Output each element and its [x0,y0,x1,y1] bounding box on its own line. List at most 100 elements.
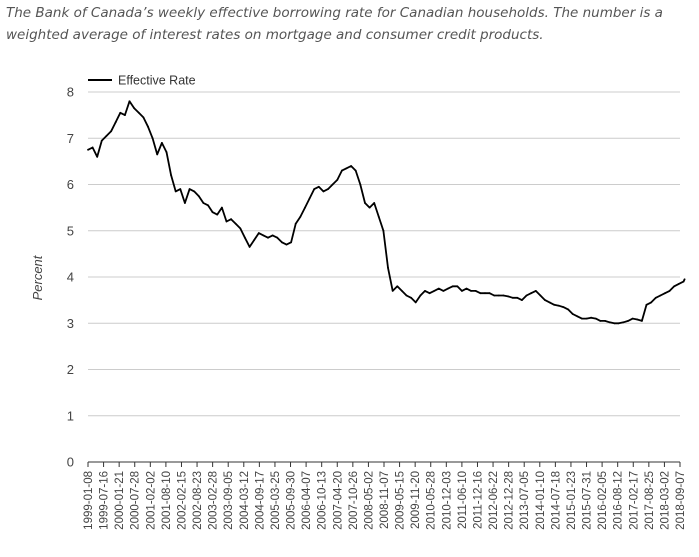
data-point [428,292,431,295]
data-point [387,266,389,269]
data-point [308,197,311,200]
data-point [174,190,177,193]
x-tick-label: 2014-01-10 [535,471,547,530]
x-tick-label: 2000-01-21 [114,471,126,530]
data-point [304,206,306,209]
data-point [271,234,274,237]
data-point [391,290,394,292]
data-point [456,285,459,288]
x-tick-label: 2010-05-28 [426,471,438,530]
data-point [613,322,616,325]
x-tick-label: 2015-01-23 [566,471,578,530]
chart-caption: The Bank of Canada’s weekly effective bo… [6,5,663,43]
data-point [419,294,422,297]
x-tick-label: 2012-06-22 [488,471,500,530]
data-point [650,301,653,304]
data-point [368,206,371,209]
x-tick-label: 2003-09-05 [223,471,235,530]
data-point [114,121,117,123]
legend: Effective Rate [88,74,196,88]
data-point [267,236,269,239]
x-tick-label: 2018-03-02 [659,471,671,530]
data-point [539,294,542,297]
data-point [345,167,348,170]
data-point [465,287,468,290]
data-point [202,202,205,204]
data-point [179,188,182,191]
data-point [502,294,505,297]
x-tick-label: 2000-07-28 [130,471,142,530]
data-point [461,290,463,292]
data-point [382,229,385,232]
data-point [294,222,297,225]
data-point [253,239,256,241]
x-tick-label: 2017-02-17 [628,471,640,530]
data-point [133,107,136,110]
series-group [87,100,686,325]
data-point [377,216,380,218]
x-tick-label: 2007-10-26 [348,471,360,530]
data-point [442,290,445,292]
data-point [161,142,163,144]
data-point [147,125,149,128]
x-tick-label: 2009-05-15 [395,471,407,530]
x-tick-label: 2005-09-30 [286,471,298,530]
data-point [142,116,145,119]
data-point [211,211,214,214]
data-point [165,151,168,154]
data-point [622,321,625,324]
data-point [590,316,592,319]
data-point [548,301,551,304]
data-point [544,299,546,301]
data-point [322,190,325,193]
data-point [327,188,329,191]
data-point [488,292,491,295]
data-point [507,295,509,298]
data-point [239,227,242,230]
data-point [516,296,519,299]
x-tick-label: 2002-02-15 [176,471,188,530]
y-axis-ticks: 0 1 2 3 4 5 6 7 8 [67,85,74,470]
y-tick-label: 8 [67,85,74,100]
x-tick-label: 2013-07-05 [519,471,531,530]
data-point [447,287,449,290]
legend-label: Effective Rate [118,74,196,88]
data-point [636,318,639,321]
data-point [659,294,662,297]
x-tick-label: 2012-12-28 [504,471,516,530]
data-point [683,278,686,281]
data-point [470,290,472,292]
data-point [364,202,366,204]
x-tick-label: 2016-02-05 [597,471,609,530]
x-tick-label: 2017-08-25 [644,471,656,530]
x-tick-label: 2015-07-31 [582,471,594,530]
data-point [585,317,588,320]
data-point [193,190,196,193]
data-point [100,139,103,142]
data-point [313,188,316,191]
data-point [299,216,302,218]
data-point [437,287,440,290]
data-point [562,306,565,308]
data-point [350,165,352,167]
data-point [105,135,108,137]
data-point [359,183,362,186]
data-point [664,292,666,295]
data-point [262,234,265,237]
data-point [497,294,500,297]
data-point [401,290,403,292]
data-point [257,232,260,235]
data-point [654,296,657,299]
data-point [668,290,671,292]
data-point [673,285,676,288]
data-point [124,114,126,116]
x-tick-label: 1999-01-08 [83,471,95,530]
x-tick-label: 2011-12-16 [472,471,484,529]
data-point [248,246,251,248]
data-point [405,294,408,297]
x-tick-label: 2006-10-13 [317,471,329,530]
data-point [276,236,279,239]
data-point [317,185,320,188]
data-point [285,243,288,246]
